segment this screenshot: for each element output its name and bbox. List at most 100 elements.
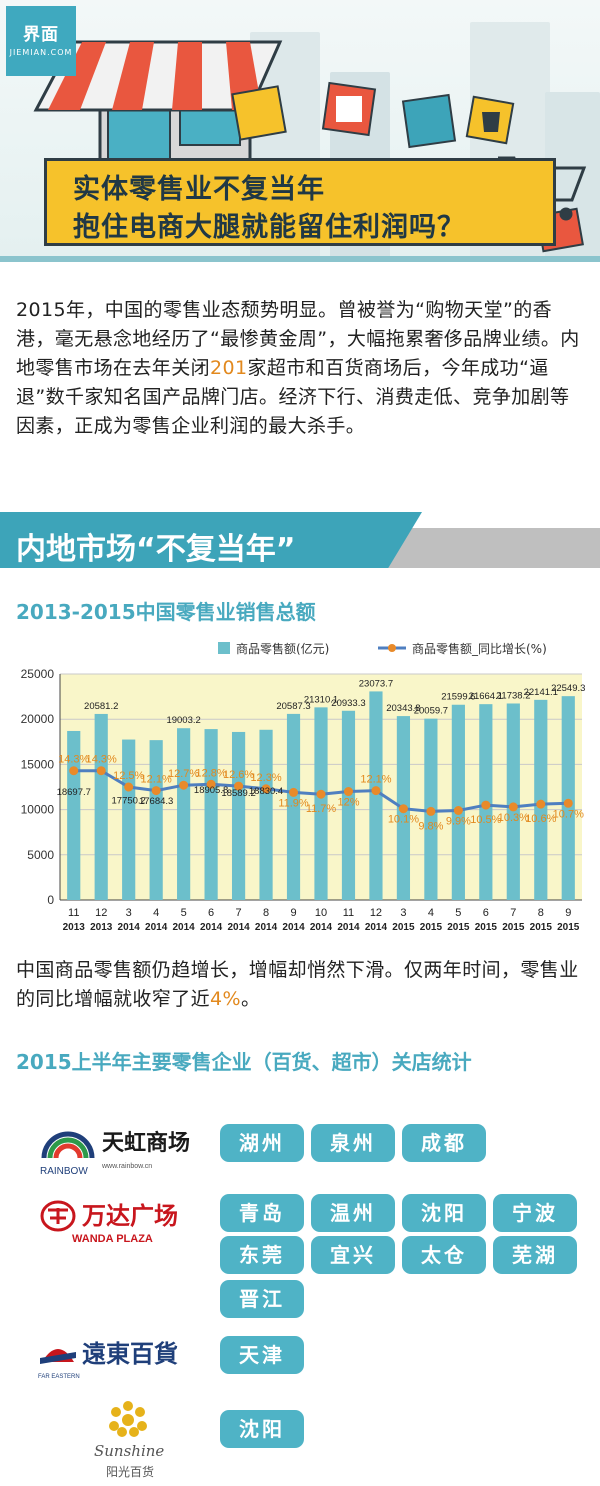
line-point	[289, 787, 299, 797]
x-tick-year: 2014	[337, 922, 360, 933]
bar-value-label: 20059.7	[414, 706, 448, 717]
chart-title: 2013-2015中国零售业销售总额	[16, 600, 316, 624]
bar-value-label: 18830.4	[249, 786, 283, 797]
bar-value-label: 22549.3	[551, 683, 585, 694]
x-tick-year: 2013	[90, 922, 113, 933]
growth-value-label: 12.7%	[168, 768, 199, 780]
line-point	[206, 779, 216, 789]
growth-value-label: 10.3%	[498, 812, 529, 824]
growth-value-label: 12.6%	[223, 769, 254, 781]
bar	[451, 704, 465, 900]
section-banner-shadow	[380, 528, 600, 568]
x-tick-month: 9	[565, 907, 571, 919]
bar	[94, 713, 108, 900]
rainbow-brand-name: 天虹商场	[102, 1130, 190, 1156]
jiemian-logo: 界面 JIEMIAN.COM	[6, 6, 76, 76]
x-tick-month: 12	[95, 907, 107, 919]
bar-value-label: 23073.7	[359, 678, 393, 689]
bar	[204, 729, 218, 900]
x-tick-month: 3	[400, 907, 406, 919]
x-tick-year: 2014	[365, 922, 388, 933]
growth-value-label: 12%	[337, 797, 359, 809]
brand-logo-wanda: 万达广场 WANDA PLAZA	[36, 1194, 206, 1250]
line-point	[124, 782, 134, 792]
x-tick-year: 2015	[420, 922, 443, 933]
x-tick-month: 4	[153, 907, 159, 919]
intro-highlight: 201	[210, 357, 248, 379]
bar	[149, 740, 163, 900]
line-point	[261, 784, 271, 794]
bar-value-label: 17750.2	[112, 796, 146, 807]
line-point	[371, 786, 381, 796]
sunshine-brand-name: 阳光百货	[106, 1464, 154, 1479]
fareast-brand-en: FAR EASTERN	[38, 1374, 80, 1380]
line-point	[151, 786, 161, 796]
city-tag: 沈阳	[402, 1194, 486, 1232]
bar-value-label: 20581.2	[84, 701, 118, 712]
summary-text-end: 。	[240, 988, 261, 1010]
growth-value-label: 10.5%	[470, 814, 501, 826]
line-point	[343, 787, 353, 797]
line-point	[398, 804, 408, 814]
brand-logo-rainbow: 天虹商场 RAINBOW www.rainbow.cn	[36, 1124, 206, 1180]
x-tick-year: 2015	[447, 922, 470, 933]
summary-paragraph: 中国商品零售额仍趋增长，增幅却悄然下滑。仅两年时间，零售业的同比增幅就收窄了近4…	[16, 956, 588, 1014]
city-tag: 宁波	[493, 1194, 577, 1232]
y-tick-label: 10000	[21, 803, 55, 817]
section-banner	[0, 512, 422, 568]
legend-label-line: 商品零售额_同比增长(%)	[412, 641, 547, 656]
city-tag: 温州	[311, 1194, 395, 1232]
x-tick-year: 2015	[502, 922, 525, 933]
line-point	[481, 800, 491, 810]
header-divider-strip	[0, 256, 600, 262]
city-tag: 成都	[402, 1124, 486, 1162]
page-title-line1: 实体零售业不复当年	[73, 174, 325, 205]
x-tick-month: 11	[343, 907, 354, 919]
summary-text: 中国商品零售额仍趋增长，增幅却悄然下滑。仅两年时间，零售业的同比增幅就收窄了近	[16, 959, 579, 1010]
retail-sales-chart: 25000 20000 15000 10000 5000 0 商品零售额(亿元) 商品零售额_…	[21, 641, 586, 933]
x-tick-year: 2015	[475, 922, 498, 933]
x-tick-month: 10	[315, 907, 327, 919]
legend-marker	[388, 644, 396, 652]
y-tick-label: 0	[47, 893, 54, 907]
line-point	[536, 799, 546, 809]
x-tick-month: 3	[126, 907, 132, 919]
x-tick-month: 8	[538, 907, 544, 919]
brand-logo-sunshine: Sunshine 阳光百货	[36, 1398, 206, 1482]
x-tick-year: 2014	[173, 922, 196, 933]
line-point	[234, 781, 244, 791]
y-tick-label: 20000	[21, 712, 55, 726]
wanda-brand-name: 万达广场	[82, 1202, 178, 1230]
city-tag: 太仓	[402, 1236, 486, 1274]
x-tick-month: 6	[208, 907, 214, 919]
x-tick-month: 4	[428, 907, 434, 919]
city-tag: 东莞	[220, 1236, 304, 1274]
x-tick-year: 2014	[145, 922, 168, 933]
x-tick-month: 8	[263, 907, 269, 919]
city-tag: 天津	[220, 1336, 304, 1374]
x-tick-month: 5	[455, 907, 461, 919]
growth-value-label: 12.8%	[196, 767, 227, 779]
bar	[286, 713, 301, 900]
x-tick-month: 6	[483, 907, 489, 919]
bar	[369, 691, 383, 900]
city-tag: 泉州	[311, 1124, 395, 1162]
line-point	[508, 802, 518, 812]
x-tick-year: 2014	[200, 922, 223, 933]
growth-value-label: 12.3%	[250, 772, 281, 784]
growth-value-label: 10.7%	[553, 808, 584, 820]
line-point	[316, 789, 326, 799]
y-tick-label: 25000	[21, 667, 55, 681]
line-point	[563, 798, 573, 808]
storefront-illustration	[33, 40, 587, 253]
rainbow-brand-url: www.rainbow.cn	[101, 1163, 152, 1170]
city-tag: 宜兴	[311, 1236, 395, 1274]
page-title-line2: 抱住电商大腿就能留住利润吗？	[73, 212, 465, 243]
sunshine-logo-icon: Sunshine 阳光百货	[94, 1401, 164, 1479]
header-banner: 界面 JIEMIAN.COM 实体零售业不复当年 抱住电商大腿就能留住利润吗？	[0, 0, 600, 262]
rainbow-logo-icon: 天虹商场 RAINBOW www.rainbow.cn	[40, 1130, 190, 1177]
wanda-brand-en: WANDA PLAZA	[72, 1233, 153, 1245]
y-tick-label: 5000	[27, 848, 54, 862]
fareast-logo-icon: 遠東百貨 FAR EASTERN	[38, 1339, 178, 1380]
bar-value-label: 21310.1	[304, 694, 338, 705]
